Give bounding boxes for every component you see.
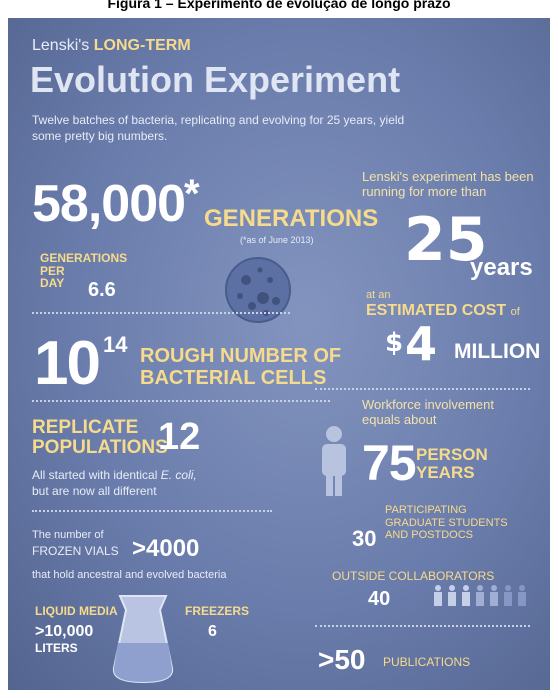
divider [32,400,330,402]
students-label: GRADUATE STUDENTS [385,517,508,530]
generations-note: (*as of June 2013) [240,236,314,245]
cost-value: 4 [405,321,437,367]
cost-currency: $ [385,330,403,356]
workforce-unit: YEARS [416,464,488,482]
divider [32,312,290,314]
collaborators-value: 40 [368,589,390,609]
generations-label: GENERATIONS [204,207,378,231]
subtitle: Twelve batches of bacteria, replicating … [32,113,432,144]
duration-unit: years [470,256,533,280]
publications-value: >50 [318,646,366,674]
per-day-label: GENERATIONS [40,252,127,265]
page: Figura 1 – Experimento de evolução de lo… [0,0,558,698]
cells-exponent: 14 [103,334,127,356]
media-unit: LITERS [35,642,78,654]
vials-value: >4000 [132,537,199,561]
title: Evolution Experiment [30,62,400,98]
replicates-note-italic: E. coli, [161,468,197,482]
per-day-value: 6.6 [88,280,116,300]
divider [315,625,530,627]
person-icon [322,426,346,496]
replicates-note: but are now all different [32,484,197,500]
collaborators-label: OUTSIDE COLLABORATORS [332,570,494,582]
caption: Figura 1 – Experimento de evolução de lo… [107,0,450,10]
cells-label: BACTERIAL CELLS [140,367,341,389]
workforce-value: 75 [362,438,416,488]
collaborator-icons [434,585,526,606]
publications-label: PUBLICATIONS [383,656,470,668]
cells-base: 10 [34,333,99,395]
replicates-label: POPULATIONS [32,438,168,458]
duration-intro: Lenski's experiment has been running for… [362,170,538,200]
cost-unit: MILLION [454,341,540,362]
media-label: LIQUID MEDIA [35,605,118,617]
cost-of: of [511,306,520,318]
divider [315,388,530,390]
students-label: PARTICIPATING [385,504,508,517]
vials-label: FROZEN VIALS [32,545,119,557]
vials-pre: The number of [32,530,104,541]
vials-note: that hold ancestral and evolved bacteria [32,570,226,581]
generations-value: 58,000 [32,178,185,230]
workforce-unit: PERSON [416,446,488,464]
kicker: Lenski's [32,37,89,54]
freezers-value: 6 [208,624,217,640]
students-value: 30 [352,528,376,550]
students-label: AND POSTDOCS [385,529,508,542]
replicates-label: REPLICATE [32,418,168,438]
flask [114,596,172,682]
cells-label: ROUGH NUMBER OF [140,345,341,367]
workforce-intro: Workforce involvement equals about [362,398,532,428]
kicker-bold: LONG-TERM [94,37,191,54]
cost-pre: at an [366,290,390,301]
infographic: Lenski's LONG-TERM Evolution Experiment … [8,18,550,690]
freezers-label: FREEZERS [185,605,249,617]
media-value: >10,000 [35,624,93,640]
divider [32,510,272,512]
replicates-value: 12 [158,418,200,456]
replicates-note: All started with identical [32,468,157,482]
asterisk: * [184,174,200,214]
